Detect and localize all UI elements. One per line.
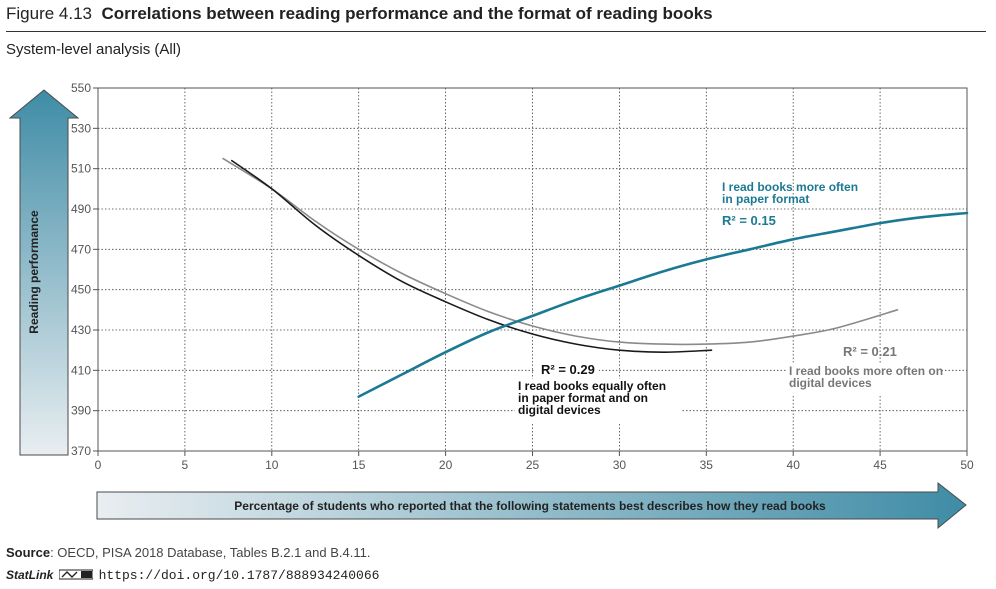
annotation-equal-label: I read books equally often in paper forma… — [518, 379, 666, 417]
annotation-paper-r2: R² = 0.15 — [722, 213, 776, 228]
chart: Reading performance Percentage of student… — [8, 81, 974, 530]
x-tick-label: 40 — [787, 458, 801, 472]
annotation-digital-bg — [786, 364, 942, 394]
y-tick-label: 490 — [71, 202, 91, 216]
figure-number: Figure 4.13 — [6, 4, 92, 23]
y-tick-label: 410 — [71, 363, 91, 377]
annotation-digital-r2: R² = 0.21 — [843, 344, 897, 359]
annotation-paper-label: I read books more often in paper format — [722, 180, 858, 206]
y-axis-arrow — [8, 89, 80, 456]
series-line-equal — [231, 159, 713, 354]
y-tick-label: 450 — [71, 283, 91, 297]
y-tick-label: 370 — [71, 444, 91, 458]
x-tick-label: 0 — [95, 458, 102, 472]
series-line-paper — [357, 211, 969, 398]
source-label: Source — [6, 545, 51, 560]
annotation-equal-bg — [515, 379, 681, 422]
x-tick-label: 25 — [526, 458, 540, 472]
figure-title: Figure 4.13 Correlations between reading… — [6, 4, 713, 24]
y-tick-label: 470 — [71, 242, 91, 256]
statlink: StatLink https://doi.org/10.1787/8889342… — [6, 567, 379, 583]
title-rule — [6, 31, 986, 32]
x-tick-label: 50 — [960, 458, 974, 472]
source-text: : OECD, PISA 2018 Database, Tables B.2.1… — [50, 545, 371, 560]
x-axis-label: Percentage of students who reported that… — [234, 499, 826, 513]
x-tick-label: 10 — [265, 458, 279, 472]
x-tick-label: 35 — [700, 458, 714, 472]
y-axis-label: Reading performance — [27, 210, 41, 334]
y-tick-label: 530 — [71, 121, 91, 135]
x-tick-label: 20 — [439, 458, 453, 472]
series-line-digital — [222, 157, 899, 346]
figure-title-text: Correlations between reading performance… — [101, 4, 713, 23]
source-note: Source: OECD, PISA 2018 Database, Tables… — [6, 545, 370, 560]
y-tick-label: 510 — [71, 162, 91, 176]
figure-subtitle: System-level analysis (All) — [6, 41, 182, 58]
y-tick-label: 430 — [71, 323, 91, 337]
annotation-digital-label: I read books more often on digital device… — [789, 364, 943, 390]
x-tick-label: 15 — [352, 458, 366, 472]
x-tick-label: 45 — [873, 458, 887, 472]
annotation-equal-r2: R² = 0.29 — [541, 362, 595, 377]
statlink-logo-icon — [58, 569, 94, 580]
x-axis-arrow — [96, 481, 967, 530]
x-tick-label: 5 — [182, 458, 189, 472]
x-tick-label: 30 — [613, 458, 627, 472]
statlink-label: StatLink — [6, 568, 54, 582]
statlink-url[interactable]: https://doi.org/10.1787/888934240066 — [98, 568, 380, 583]
y-tick-label: 550 — [71, 81, 91, 95]
annotation-equal-r2-bg — [535, 362, 599, 377]
y-tick-label: 390 — [71, 404, 91, 418]
